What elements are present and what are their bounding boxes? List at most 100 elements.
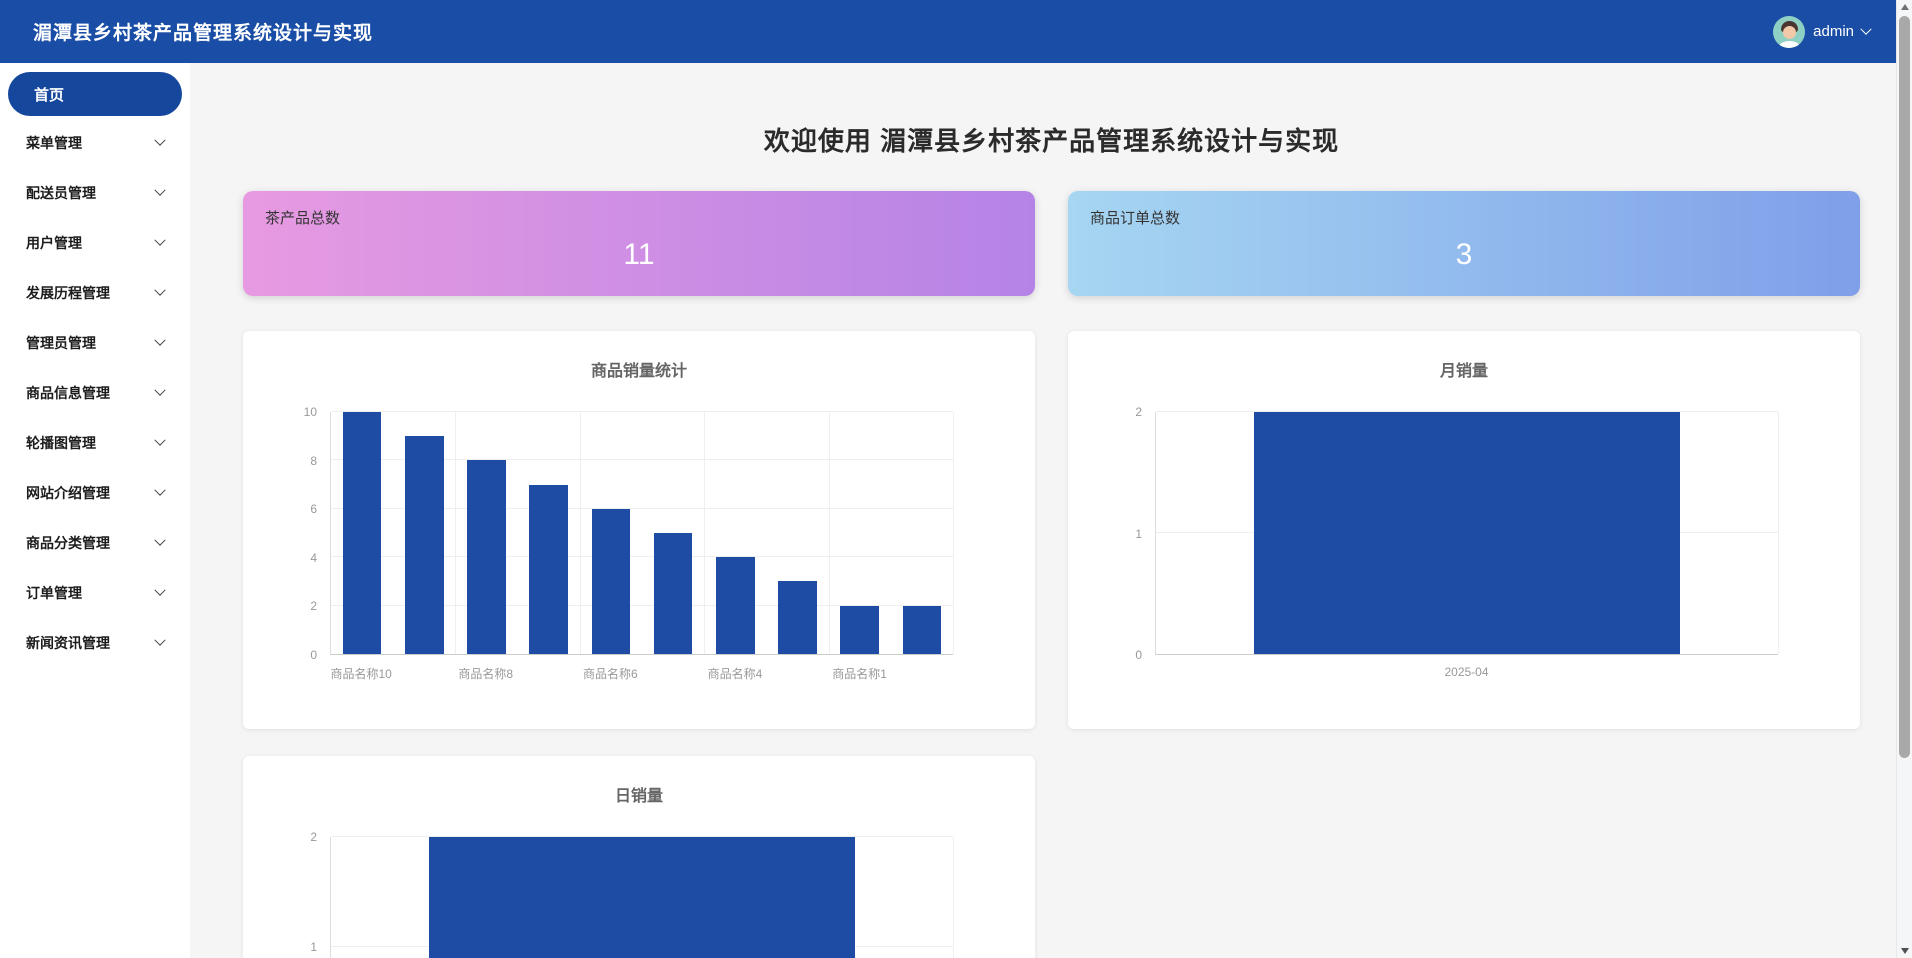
avatar-face xyxy=(1783,25,1797,39)
stat-card-tea-products: 茶产品总数 11 xyxy=(243,191,1035,296)
x-tick-label: 商品名称4 xyxy=(707,667,763,681)
sidebar-menu-item[interactable]: 用户管理 xyxy=(0,218,190,268)
gridline xyxy=(331,604,953,606)
triangle-up-icon xyxy=(1901,4,1909,10)
plot-area xyxy=(330,411,954,655)
charts-row: 商品销量统计 0 2 4 6 8 10 商品名称10 商品名称8 商品名称6 商品名称4 商品名称… xyxy=(243,331,1860,729)
chevron-down-icon xyxy=(154,184,166,196)
gridline-vertical xyxy=(953,837,954,958)
sidebar-home-label: 首页 xyxy=(34,86,65,104)
welcome-heading: 欢迎使用 湄潭县乡村茶产品管理系统设计与实现 xyxy=(763,126,1340,156)
stat-card-value: 3 xyxy=(1455,238,1473,271)
gridline-vertical xyxy=(953,412,954,654)
sidebar-menu-item[interactable]: 商品信息管理 xyxy=(0,368,190,418)
chart-title: 月销量 xyxy=(1439,363,1488,380)
y-tick-label: 4 xyxy=(310,550,317,565)
menu-item-label: 发展历程管理 xyxy=(26,285,110,301)
user-menu[interactable]: admin xyxy=(1773,15,1872,48)
user-name: admin xyxy=(1813,23,1854,40)
sidebar-menu-item[interactable]: 新闻资讯管理 xyxy=(0,618,190,668)
scrollbar-thumb[interactable] xyxy=(1899,16,1910,758)
gridline xyxy=(331,836,953,837)
bar xyxy=(1253,412,1681,654)
x-axis-labels: 商品名称10 商品名称8 商品名称6 商品名称4 商品名称1 xyxy=(330,659,953,681)
bar xyxy=(840,605,879,654)
page-scrollbar[interactable] xyxy=(1896,0,1912,958)
y-tick-label: 0 xyxy=(310,648,317,662)
bar xyxy=(342,412,382,654)
menu-item-label: 菜单管理 xyxy=(26,135,82,151)
chevron-down-icon xyxy=(154,634,166,646)
menu-item-label: 商品信息管理 xyxy=(26,385,110,401)
menu-item-label: 配送员管理 xyxy=(26,185,96,201)
product-sales-chart-card: 商品销量统计 0 2 4 6 8 10 商品名称10 商品名称8 商品名称6 商品名称4 商品名称… xyxy=(243,331,1035,729)
gridline-vertical xyxy=(828,412,830,654)
x-tick-label: 商品名称6 xyxy=(583,667,638,681)
sidebar-item-home[interactable]: 首页 xyxy=(8,72,182,116)
menu-item-label: 新闻资讯管理 xyxy=(26,635,110,651)
triangle-down-icon xyxy=(1901,948,1909,954)
y-tick-label: 6 xyxy=(310,502,317,517)
stat-card-label: 茶产品总数 xyxy=(265,210,341,227)
app-header: 湄潭县乡村茶产品管理系统设计与实现 admin xyxy=(0,0,1896,63)
stat-cards-row: 茶产品总数 11 商品订单总数 3 xyxy=(243,191,1860,296)
menu-item-label: 管理员管理 xyxy=(26,335,96,351)
x-tick-label: 商品名称10 xyxy=(330,667,392,681)
bar xyxy=(591,508,631,654)
stat-card-value: 11 xyxy=(623,238,655,271)
bar xyxy=(902,605,942,654)
sidebar-menu-item[interactable]: 订单管理 xyxy=(0,568,190,618)
sidebar-menu-item[interactable]: 轮播图管理 xyxy=(0,418,190,468)
bar xyxy=(529,484,568,654)
avatar-torso xyxy=(1779,40,1801,48)
bar xyxy=(716,557,755,654)
gridline xyxy=(331,459,953,461)
sidebar-menu-item[interactable]: 网站介绍管理 xyxy=(0,468,190,518)
y-tick-label: 0 xyxy=(1135,648,1142,662)
sidebar-menu-item[interactable]: 商品分类管理 xyxy=(0,518,190,568)
chevron-down-icon xyxy=(154,234,166,246)
y-tick-label: 8 xyxy=(310,453,317,468)
y-tick-label: 2 xyxy=(310,830,317,844)
menu-item-label: 订单管理 xyxy=(26,585,82,601)
chevron-down-icon xyxy=(154,584,166,596)
chart-title: 日销量 xyxy=(614,788,663,805)
y-tick-label: 2 xyxy=(310,599,317,614)
sidebar-menu-item[interactable]: 管理员管理 xyxy=(0,318,190,368)
chevron-down-icon xyxy=(154,384,166,396)
plot-area xyxy=(1155,411,1779,655)
chevron-down-icon xyxy=(154,484,166,496)
menu-item-label: 商品分类管理 xyxy=(26,535,110,551)
gridline-vertical xyxy=(579,412,581,654)
bar xyxy=(428,837,856,958)
chevron-down-icon xyxy=(154,434,166,446)
y-tick-label: 1 xyxy=(310,940,317,954)
bar xyxy=(778,581,817,654)
user-avatar xyxy=(1773,15,1806,48)
gridline xyxy=(331,507,953,509)
menu-item-label: 轮播图管理 xyxy=(26,435,96,451)
chevron-down-icon xyxy=(154,534,166,546)
menu-item-label: 网站介绍管理 xyxy=(26,485,110,501)
x-tick-label: 商品名称8 xyxy=(458,667,514,681)
gridline xyxy=(331,411,953,412)
chevron-down-icon xyxy=(154,134,166,146)
sidebar-menu-item[interactable]: 菜单管理 xyxy=(0,118,190,168)
chevron-down-icon xyxy=(154,334,166,346)
gridline-vertical xyxy=(704,412,706,654)
scroll-down-arrow[interactable] xyxy=(1897,944,1912,958)
chevron-down-icon xyxy=(1860,23,1872,35)
chart-title: 商品销量统计 xyxy=(590,363,687,380)
scroll-up-arrow[interactable] xyxy=(1897,0,1912,14)
gridline xyxy=(331,556,953,558)
sidebar-menu: 菜单管理 配送员管理 用户管理 发展历程管理 管理员管理 商品信息管理 轮播图管… xyxy=(0,118,190,668)
bar xyxy=(653,533,693,654)
main-content: 欢迎使用 湄潭县乡村茶产品管理系统设计与实现 茶产品总数 11 商品订单总数 3… xyxy=(190,63,1896,958)
sidebar-menu-item[interactable]: 发展历程管理 xyxy=(0,268,190,318)
sidebar-menu-item[interactable]: 配送员管理 xyxy=(0,168,190,218)
stat-card-label: 商品订单总数 xyxy=(1090,210,1181,227)
app-title: 湄潭县乡村茶产品管理系统设计与实现 xyxy=(33,23,374,44)
